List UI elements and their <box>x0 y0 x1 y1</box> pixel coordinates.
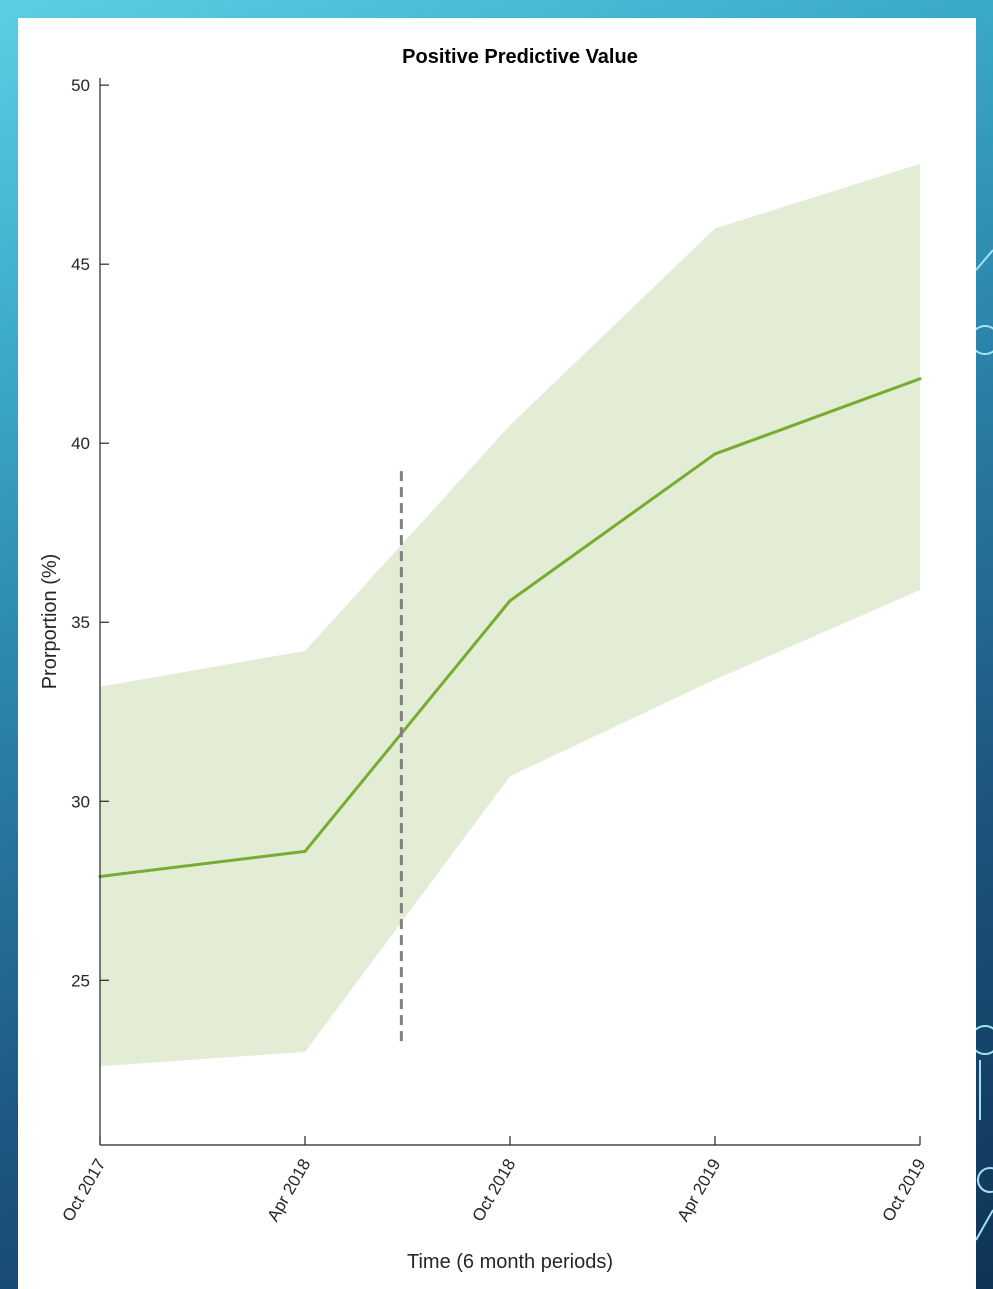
data-point <box>713 452 717 456</box>
x-axis-title: Time (6 month periods) <box>407 1251 613 1273</box>
x-tick-label: Oct 2018 <box>469 1156 520 1225</box>
data-point <box>303 849 307 853</box>
data-point <box>918 377 922 381</box>
y-tick-label: 40 <box>71 434 90 453</box>
x-tick-label: Apr 2019 <box>674 1156 725 1225</box>
chart-title: Positive Predictive Value <box>402 46 638 68</box>
confidence-band <box>100 163 920 1067</box>
x-tick-label: Oct 2017 <box>59 1156 110 1225</box>
plot-area <box>98 163 922 1067</box>
y-tick-label: 35 <box>71 613 90 632</box>
x-tick-label: Apr 2018 <box>264 1156 315 1225</box>
data-point <box>508 599 512 603</box>
y-tick-label: 50 <box>71 76 90 95</box>
line-chart: Positive Predictive Value 25 30 35 40 45 50 Oc… <box>39 46 930 1273</box>
y-axis-title: Prorportion (%) <box>39 554 61 690</box>
chart-panel: Positive Predictive Value 25 30 35 40 45 50 Oc… <box>18 18 976 1289</box>
y-tick-label: 25 <box>71 971 90 990</box>
x-tick-label: Oct 2019 <box>879 1156 930 1225</box>
y-tick-label: 30 <box>71 792 90 811</box>
y-tick-label: 45 <box>71 255 90 274</box>
